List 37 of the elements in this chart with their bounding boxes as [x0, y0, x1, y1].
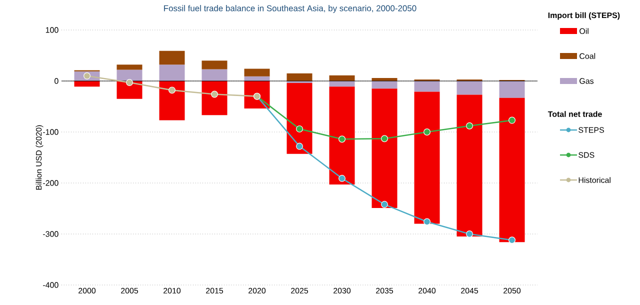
bar	[414, 92, 440, 224]
point	[168, 86, 176, 94]
bar	[159, 64, 185, 82]
bar	[499, 98, 525, 242]
point	[338, 174, 346, 182]
point	[338, 136, 346, 143]
bar	[286, 83, 312, 154]
bar	[372, 81, 398, 89]
bar	[456, 94, 482, 237]
bar	[202, 60, 228, 70]
point	[296, 125, 303, 132]
bar	[202, 69, 228, 82]
bar	[456, 81, 482, 95]
bar	[159, 50, 185, 65]
bar	[244, 68, 270, 76]
bar	[202, 81, 228, 116]
point	[466, 122, 473, 130]
point	[84, 72, 90, 80]
bar	[329, 86, 355, 185]
bar	[286, 73, 312, 82]
point	[424, 128, 430, 136]
bar	[499, 81, 525, 98]
point	[508, 236, 516, 244]
bar	[414, 81, 440, 92]
bar	[116, 64, 142, 70]
point	[381, 135, 388, 142]
bar	[159, 81, 185, 120]
point	[508, 116, 516, 124]
chart-title: Fossil fuel trade balance in Southeast Asia, by scenario, 2000-2050	[164, 5, 416, 13]
bar	[116, 70, 142, 82]
point	[466, 230, 473, 238]
point	[126, 79, 133, 86]
point	[424, 218, 430, 226]
bar	[372, 88, 398, 208]
point	[211, 90, 218, 98]
point	[296, 142, 303, 150]
point	[381, 200, 388, 208]
